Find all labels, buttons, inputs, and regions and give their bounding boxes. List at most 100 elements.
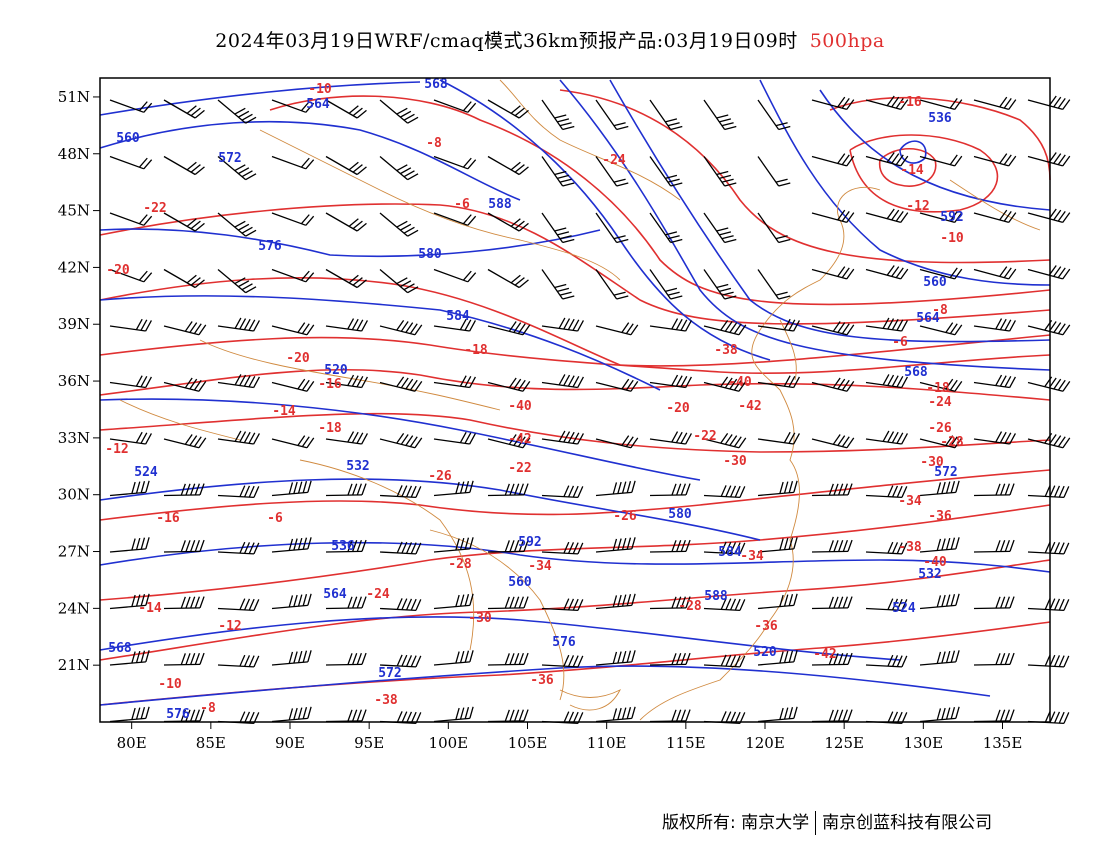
wind-barb bbox=[649, 596, 691, 610]
wind-barb bbox=[325, 596, 367, 610]
height-label: 564 bbox=[916, 311, 940, 326]
height-contour bbox=[899, 140, 927, 164]
wind-barb bbox=[973, 96, 1017, 110]
wind-barb bbox=[1027, 152, 1071, 167]
wind-barb bbox=[325, 431, 368, 445]
temperature-contour bbox=[99, 336, 1051, 374]
wind-barb bbox=[541, 269, 575, 300]
height-label: 564 bbox=[306, 97, 330, 112]
height-contour bbox=[819, 89, 1051, 211]
temperature-contour bbox=[878, 148, 937, 187]
wind-barb bbox=[919, 154, 963, 167]
wind-barb bbox=[811, 96, 855, 110]
temperature-label: -6 bbox=[892, 335, 908, 350]
wind-barb bbox=[649, 709, 691, 723]
wind-barb bbox=[649, 318, 692, 332]
wind-barb bbox=[433, 650, 474, 666]
height-contour bbox=[99, 81, 421, 116]
temperature-label: -22 bbox=[508, 461, 531, 476]
wind-barb bbox=[757, 212, 791, 244]
height-label: 536 bbox=[928, 111, 952, 126]
wind-barb bbox=[433, 480, 474, 497]
wind-barb bbox=[109, 706, 150, 723]
wind-barb bbox=[703, 156, 737, 187]
temperature-contour bbox=[99, 412, 1051, 453]
height-label: 588 bbox=[488, 197, 512, 212]
wind-barb bbox=[271, 435, 315, 449]
wind-barb bbox=[757, 706, 798, 723]
wind-barb bbox=[325, 374, 368, 389]
wind-barb bbox=[163, 483, 205, 497]
temperature-label: -26 bbox=[928, 421, 952, 436]
temperature-label: -36 bbox=[928, 509, 952, 524]
wind-barb bbox=[919, 537, 960, 553]
wind-barb bbox=[379, 269, 419, 294]
temperature-label: -14 bbox=[900, 163, 924, 178]
wind-barb bbox=[163, 539, 205, 553]
coastline-border bbox=[559, 688, 622, 711]
wind-barb bbox=[595, 480, 636, 497]
lat-label: 45N bbox=[58, 202, 90, 220]
wind-barb bbox=[487, 377, 531, 392]
temperature-label: -8 bbox=[932, 303, 948, 318]
wind-barb bbox=[325, 212, 367, 232]
wind-barb bbox=[271, 322, 315, 336]
wind-barb bbox=[487, 155, 529, 176]
height-contour bbox=[99, 665, 991, 706]
temperature-label: -42 bbox=[738, 399, 761, 414]
lon-label: 110E bbox=[587, 734, 627, 752]
height-label: 560 bbox=[923, 275, 947, 290]
temperature-label: -34 bbox=[740, 549, 764, 564]
wind-barb bbox=[109, 593, 150, 610]
wind-barb bbox=[379, 541, 422, 555]
lat-label: 42N bbox=[58, 258, 90, 276]
temperature-label: -38 bbox=[714, 343, 738, 358]
wind-barb bbox=[757, 375, 800, 389]
wind-barb bbox=[595, 99, 629, 131]
lat-label: 51N bbox=[58, 88, 90, 106]
copyright-footer: 版权所有: 南京大学 南京创蓝科技有限公司 bbox=[662, 808, 992, 835]
wind-barb bbox=[217, 212, 257, 237]
wind-barb bbox=[973, 209, 1017, 223]
wind-barb bbox=[379, 376, 423, 392]
wind-barb bbox=[163, 434, 207, 449]
wind-barb bbox=[163, 155, 205, 176]
wind-barb bbox=[217, 430, 260, 445]
temperature-label: -28 bbox=[448, 557, 472, 572]
wind-barb bbox=[379, 212, 419, 237]
wind-barb bbox=[973, 318, 1016, 332]
wind-barb bbox=[109, 268, 153, 283]
wind-barb bbox=[973, 709, 1015, 723]
wind-barb bbox=[865, 317, 908, 332]
temperature-label: -42 bbox=[813, 647, 836, 662]
wind-barb bbox=[217, 269, 257, 294]
height-label: 536 bbox=[331, 539, 355, 554]
wind-barb bbox=[217, 317, 260, 332]
wind-barb bbox=[433, 537, 474, 553]
wind-barb bbox=[271, 706, 312, 723]
wind-barb bbox=[325, 268, 367, 289]
wind-barb bbox=[217, 374, 260, 389]
wind-barb bbox=[1027, 541, 1070, 555]
height-contour bbox=[99, 120, 521, 201]
wind-barb bbox=[649, 374, 692, 389]
wind-barb bbox=[1027, 485, 1070, 499]
wind-barb bbox=[865, 265, 909, 280]
wind-barb bbox=[487, 212, 529, 232]
wind-barb bbox=[541, 374, 584, 389]
wind-barb bbox=[325, 709, 367, 723]
height-contour bbox=[99, 478, 761, 541]
height-label: 564 bbox=[323, 587, 347, 602]
wind-barb bbox=[217, 541, 260, 555]
temperature-label: -34 bbox=[898, 494, 922, 509]
wind-barb bbox=[271, 650, 312, 666]
wind-barb bbox=[433, 706, 474, 723]
wind-barb bbox=[217, 598, 260, 612]
wind-barb bbox=[973, 153, 1017, 167]
temperature-label: -8 bbox=[426, 136, 442, 151]
wind-barb bbox=[541, 99, 575, 131]
wind-barb bbox=[757, 593, 798, 610]
wind-barb bbox=[595, 706, 636, 723]
wind-barb bbox=[649, 431, 692, 445]
wind-barb bbox=[973, 483, 1015, 497]
